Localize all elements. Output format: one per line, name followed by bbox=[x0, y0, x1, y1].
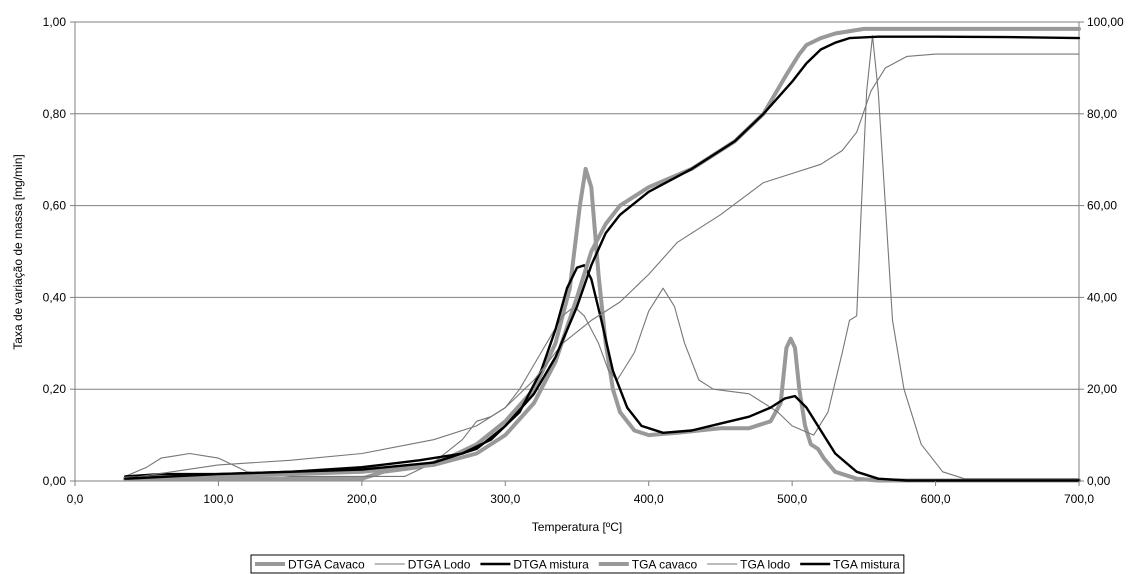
legend-entry: TGA mistura bbox=[800, 558, 900, 572]
legend-label: TGA cavaco bbox=[632, 558, 698, 572]
series-line-dtga-lodo bbox=[124, 35, 1080, 480]
legend-label: DTGA Lodo bbox=[408, 558, 471, 572]
series-line-dtga-cavaco bbox=[123, 166, 1081, 483]
left-tick-label: 0,40 bbox=[43, 290, 67, 304]
series-line-tga-lodo bbox=[124, 53, 1080, 480]
x-axis-ticks: 0,0 100,0 200,0 300,0 400,0 500,0 600,0 700,0 bbox=[67, 481, 1094, 506]
right-tick-label: 20,00 bbox=[1087, 382, 1117, 396]
right-tick-label: 40,00 bbox=[1087, 290, 1117, 304]
series-line-tga-mistura bbox=[123, 35, 1081, 480]
legend: DTGA Cavaco DTGA Lodo DTGA mistura TGA cava… bbox=[250, 554, 905, 574]
legend-label: TGA mistura bbox=[833, 558, 900, 572]
x-tick-label: 400,0 bbox=[634, 492, 664, 506]
x-tick-label: 0,0 bbox=[67, 492, 84, 506]
x-tick-label: 500,0 bbox=[777, 492, 807, 506]
legend-entries: DTGA Cavaco DTGA Lodo DTGA mistura TGA cava… bbox=[255, 558, 900, 572]
left-tick-label: 1,00 bbox=[43, 15, 67, 29]
plot-area-frame bbox=[74, 21, 1080, 482]
legend-entry: TGA lodo bbox=[707, 558, 790, 572]
right-tick-label: 60,00 bbox=[1087, 199, 1117, 213]
legend-entry: TGA cavaco bbox=[598, 558, 698, 572]
left-tick-label: 0,20 bbox=[43, 382, 67, 396]
right-axis-ticks: 0,00 20,00 40,00 60,00 80,00 100,00 bbox=[1079, 15, 1124, 488]
x-tick-label: 100,0 bbox=[203, 492, 233, 506]
left-tick-label: 0,00 bbox=[43, 474, 67, 488]
right-tick-label: 80,00 bbox=[1087, 107, 1117, 121]
x-tick-label: 600,0 bbox=[921, 492, 951, 506]
right-tick-label: 100,00 bbox=[1087, 15, 1124, 29]
legend-label: DTGA mistura bbox=[513, 558, 589, 572]
legend-label: DTGA Cavaco bbox=[288, 558, 365, 572]
legend-entry: DTGA Lodo bbox=[374, 558, 471, 572]
series-line-dtga-mistura bbox=[123, 264, 1081, 482]
legend-entry: DTGA mistura bbox=[480, 558, 589, 572]
gridlines bbox=[75, 113, 1079, 390]
x-axis-label: Temperatura [ºC] bbox=[532, 520, 622, 534]
x-tick-label: 300,0 bbox=[490, 492, 520, 506]
y-axis-label: Taxa de variação de massa [mg/min] bbox=[11, 154, 25, 349]
right-tick-label: 0,00 bbox=[1087, 474, 1111, 488]
left-tick-label: 0,60 bbox=[43, 199, 67, 213]
legend-entry: DTGA Cavaco bbox=[255, 558, 365, 572]
series-line-tga-cavaco bbox=[123, 26, 1081, 481]
left-tick-label: 0,80 bbox=[43, 107, 67, 121]
x-tick-label: 200,0 bbox=[347, 492, 377, 506]
left-axis-ticks: 0,00 0,20 0,40 0,60 0,80 1,00 bbox=[43, 15, 75, 488]
legend-box bbox=[250, 554, 905, 574]
x-tick-label: 700,0 bbox=[1064, 492, 1094, 506]
legend-label: TGA lodo bbox=[740, 558, 790, 572]
series-layer bbox=[123, 26, 1081, 483]
